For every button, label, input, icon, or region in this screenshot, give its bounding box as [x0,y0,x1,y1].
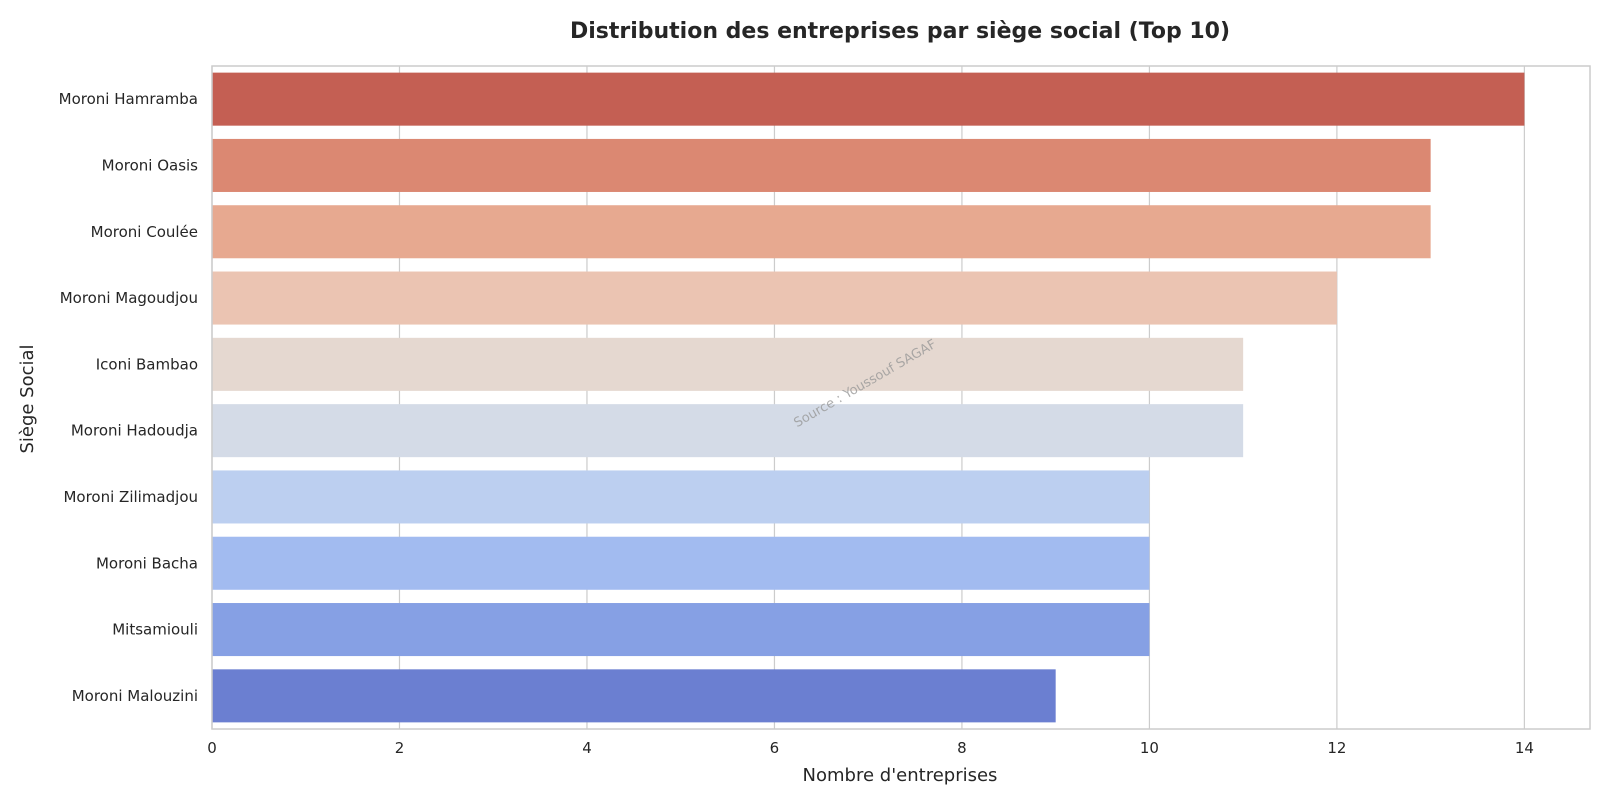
bar [212,138,1431,192]
bar [212,470,1150,524]
x-tick-label: 2 [395,739,405,757]
plot-frame [211,65,1591,730]
y-axis-label: Siège Social [17,344,38,453]
bar [212,404,1244,458]
bars [212,72,1525,723]
bar [212,205,1431,259]
y-tick-labels: Moroni Hamramba Moroni Oasis Moroni Coulée… [59,90,199,705]
bar [212,72,1525,126]
bar [212,536,1150,590]
y-tick-label: Mitsamiouli [112,621,198,639]
y-tick-label: Moroni Hamramba [59,90,198,108]
bar [212,603,1150,657]
bar [212,271,1337,325]
y-tick-label: Moroni Zilimadjou [63,488,198,506]
x-tick-label: 4 [582,739,592,757]
x-tick-labels: 0 2 4 6 8 10 12 14 [207,739,1534,757]
x-tick-label: 0 [207,739,217,757]
x-tick-label: 12 [1327,739,1346,757]
x-tick-label: 8 [957,739,967,757]
y-tick-label: Moroni Bacha [96,554,198,572]
x-axis-label: Nombre d'entreprises [803,765,998,786]
chart-title: Distribution des entreprises par siège s… [570,19,1230,44]
y-tick-label: Moroni Magoudjou [60,289,198,307]
y-tick-label: Moroni Malouzini [72,687,198,705]
y-tick-label: Moroni Coulée [91,223,198,241]
y-tick-label: Iconi Bambao [96,355,198,373]
x-tick-label: 6 [770,739,780,757]
bar [212,337,1244,391]
y-tick-label: Moroni Oasis [102,156,199,174]
x-tick-label: 14 [1515,739,1534,757]
y-tick-label: Moroni Hadoudja [71,422,198,440]
x-tick-label: 10 [1140,739,1159,757]
bar [212,669,1056,723]
